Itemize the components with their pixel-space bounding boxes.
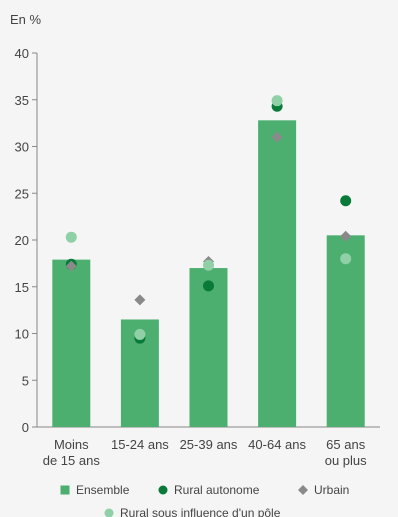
- y-tick-label: 40: [15, 46, 29, 61]
- bars-group: [52, 120, 365, 427]
- point-urbain: [271, 131, 283, 143]
- x-tick-label-line: ou plus: [325, 453, 367, 468]
- legend-label: Rural autonome: [174, 483, 260, 497]
- y-tick-label: 5: [22, 373, 29, 388]
- bar-ensemble: [189, 268, 228, 427]
- x-tick-label-line: 65 ans: [326, 437, 366, 452]
- bar-ensemble: [52, 259, 91, 427]
- x-tick-label-line: 25-39 ans: [180, 437, 238, 452]
- y-ticks-group: 0 5 10 15 20 25 30 35 40: [15, 46, 37, 435]
- y-unit-label: En %: [10, 12, 42, 27]
- legend-label: Ensemble: [76, 483, 130, 497]
- legend-swatch: [298, 485, 308, 495]
- x-tick-label-line: 40-64 ans: [248, 437, 306, 452]
- x-tick-label: Moins de 15 ans: [43, 437, 101, 468]
- x-tick-label-line: 15-24 ans: [111, 437, 169, 452]
- legend-label: Urbain: [314, 483, 349, 497]
- point-urbain: [134, 294, 146, 306]
- point-rural-sous-influence-d-un-p-le: [134, 328, 146, 340]
- point-rural-autonome: [340, 195, 352, 207]
- bar-ensemble: [258, 120, 297, 427]
- y-tick-label: 20: [15, 233, 29, 248]
- x-tick-label: 65 ans ou plus: [325, 437, 367, 468]
- x-tick-label: 25-39 ans: [180, 437, 238, 452]
- y-tick-label: 25: [15, 186, 29, 201]
- x-tick-label-line: de 15 ans: [43, 453, 101, 468]
- y-tick-label: 10: [15, 327, 29, 342]
- y-tick-label: 30: [15, 140, 29, 155]
- x-tick-label-line: Moins: [54, 437, 89, 452]
- point-urbain: [65, 260, 77, 272]
- y-tick-label: 35: [15, 93, 29, 108]
- x-ticks-group: Moins de 15 ans 15-24 ans 25-39 ans 40-64 an…: [43, 437, 367, 468]
- points-group: [65, 95, 352, 344]
- point-rural-sous-influence-d-un-p-le: [340, 253, 352, 265]
- legend-label: Rural sous influence d'un pôle: [120, 506, 281, 517]
- x-tick-label: 15-24 ans: [111, 437, 169, 452]
- legend-swatch: [60, 485, 70, 495]
- bar-ensemble: [326, 235, 365, 427]
- y-tick-label: 0: [22, 420, 29, 435]
- legend-swatch: [158, 485, 168, 495]
- legend-swatch: [104, 508, 114, 517]
- point-rural-autonome: [203, 280, 214, 292]
- y-tick-label: 15: [15, 280, 29, 295]
- point-urbain: [340, 230, 352, 242]
- point-rural-sous-influence-d-un-p-le: [203, 259, 214, 271]
- point-rural-sous-influence-d-un-p-le: [271, 95, 283, 107]
- x-tick-label: 40-64 ans: [248, 437, 306, 452]
- legend: Ensemble Rural autonome Urbain Rural sous i…: [60, 483, 349, 517]
- point-rural-sous-influence-d-un-p-le: [65, 231, 77, 243]
